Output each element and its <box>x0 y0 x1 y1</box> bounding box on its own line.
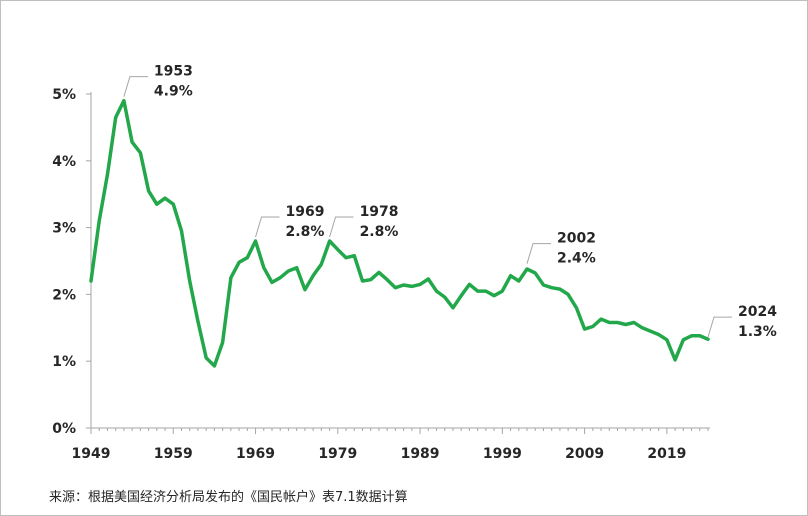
annotation-leader <box>526 243 552 264</box>
annotation-leader <box>329 216 354 238</box>
annotation-value: 2.4% <box>557 251 596 267</box>
series-line <box>89 98 710 368</box>
y-tick-label: 2% <box>52 287 76 303</box>
y-tick-label: 1% <box>52 354 76 370</box>
x-tick-label: 1979 <box>318 446 357 462</box>
annotation-year: 2002 <box>557 231 596 247</box>
x-tick-label: 1989 <box>401 446 440 462</box>
annotation-leader <box>255 216 280 238</box>
chart-axes <box>90 92 710 429</box>
y-axis-ticks: 0% 1% 2% 3% 4% 5% <box>52 87 91 437</box>
x-tick-label: 1949 <box>72 446 111 462</box>
annotation-leader <box>707 316 732 338</box>
y-tick-label: 4% <box>52 154 76 170</box>
x-tick-label: 1959 <box>154 446 193 462</box>
y-tick-label: 3% <box>52 221 76 237</box>
x-tick-label: 1999 <box>483 446 522 462</box>
y-tick-label: 0% <box>52 421 76 437</box>
annotation-value: 4.9% <box>154 84 193 100</box>
annotation-value: 1.3% <box>738 324 777 340</box>
y-tick-label: 5% <box>52 87 76 103</box>
series-layer <box>89 98 710 368</box>
annotation-year: 1969 <box>286 204 325 220</box>
annotation-layer: 1953 4.9% 1969 2.8% 1978 2.8% 2002 2.4% 2024 1.3% <box>123 64 777 340</box>
source-note: 来源：根据美国经济分析局发布的《国民帐户》表7.1数据计算 <box>49 490 408 505</box>
annotation-value: 2.8% <box>286 224 325 240</box>
annotation-year: 1978 <box>360 204 399 220</box>
line-chart: 0% 1% 2% 3% 4% 5% 1949 1959 1969 1979 1989 1999 200… <box>52 64 777 462</box>
x-tick-label: 1969 <box>236 446 275 462</box>
annotation-leader <box>123 76 148 97</box>
x-axis-ticks: 1949 1959 1969 1979 1989 1999 2009 2019 <box>72 428 709 462</box>
x-tick-label: 2019 <box>647 446 686 462</box>
x-tick-label: 2009 <box>565 446 604 462</box>
annotation-year: 2024 <box>738 304 777 320</box>
annotation-year: 1953 <box>154 64 193 80</box>
annotation-value: 2.8% <box>360 224 399 240</box>
